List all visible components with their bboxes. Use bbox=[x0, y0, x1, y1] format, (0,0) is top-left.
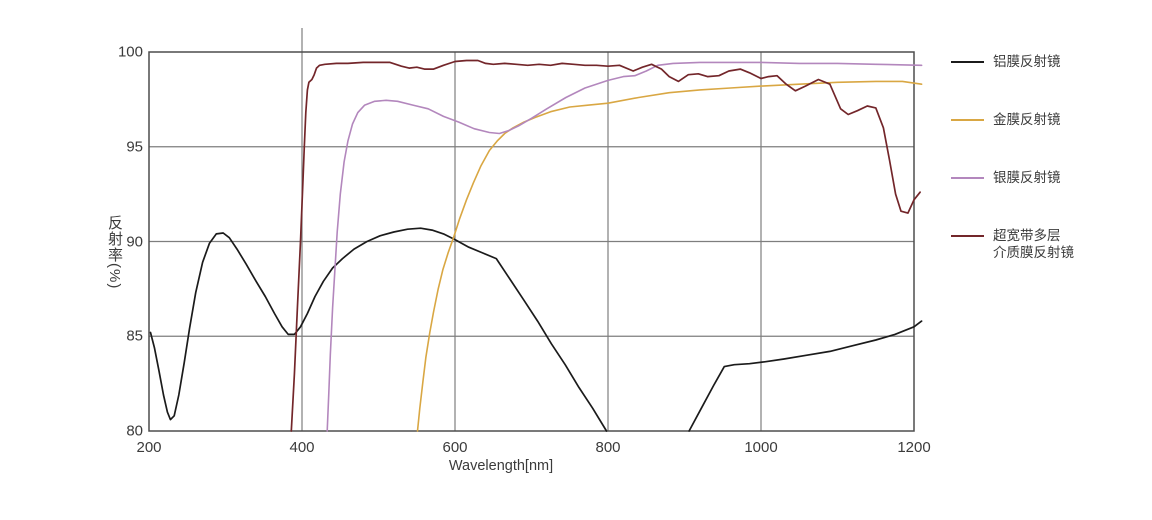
legend-item: 超宽带多层 介质膜反射镜 bbox=[951, 227, 1074, 261]
x-tick-label: 400 bbox=[289, 439, 315, 456]
legend-line-swatch bbox=[951, 61, 984, 63]
y-tick-label: 90 bbox=[126, 233, 143, 250]
legend-item: 银膜反射镜 bbox=[951, 169, 1061, 186]
legend-item: 铝膜反射镜 bbox=[951, 53, 1061, 70]
legend-label: 超宽带多层 介质膜反射镜 bbox=[993, 228, 1074, 260]
y-tick-label: 95 bbox=[126, 138, 143, 156]
legend-label: 铝膜反射镜 bbox=[993, 54, 1061, 69]
x-tick-label: 800 bbox=[595, 439, 621, 456]
x-tick-label: 1000 bbox=[744, 439, 778, 456]
y-tick-label: 85 bbox=[126, 327, 143, 345]
legend-item: 金膜反射镜 bbox=[951, 111, 1061, 128]
legend-line-swatch bbox=[951, 235, 984, 237]
legend-line-swatch bbox=[951, 119, 984, 121]
y-tick-label: 100 bbox=[117, 43, 143, 61]
legend-label: 金膜反射镜 bbox=[993, 112, 1061, 127]
plot-border bbox=[148, 51, 915, 432]
series-line bbox=[149, 227, 608, 432]
x-tick-label: 1200 bbox=[897, 439, 931, 456]
series-line bbox=[416, 80, 923, 432]
y-axis-title: 反射率(%) bbox=[106, 215, 123, 290]
y-tick-label: 80 bbox=[126, 422, 143, 440]
series-line bbox=[688, 320, 923, 432]
x-axis-title: Wavelength[nm] bbox=[448, 458, 554, 474]
series-line bbox=[290, 59, 921, 432]
legend-label: 银膜反射镜 bbox=[993, 170, 1061, 185]
x-tick-label: 600 bbox=[442, 439, 468, 456]
x-tick-label: 200 bbox=[136, 439, 162, 456]
legend-line-swatch bbox=[951, 177, 984, 179]
series-line bbox=[326, 61, 923, 432]
